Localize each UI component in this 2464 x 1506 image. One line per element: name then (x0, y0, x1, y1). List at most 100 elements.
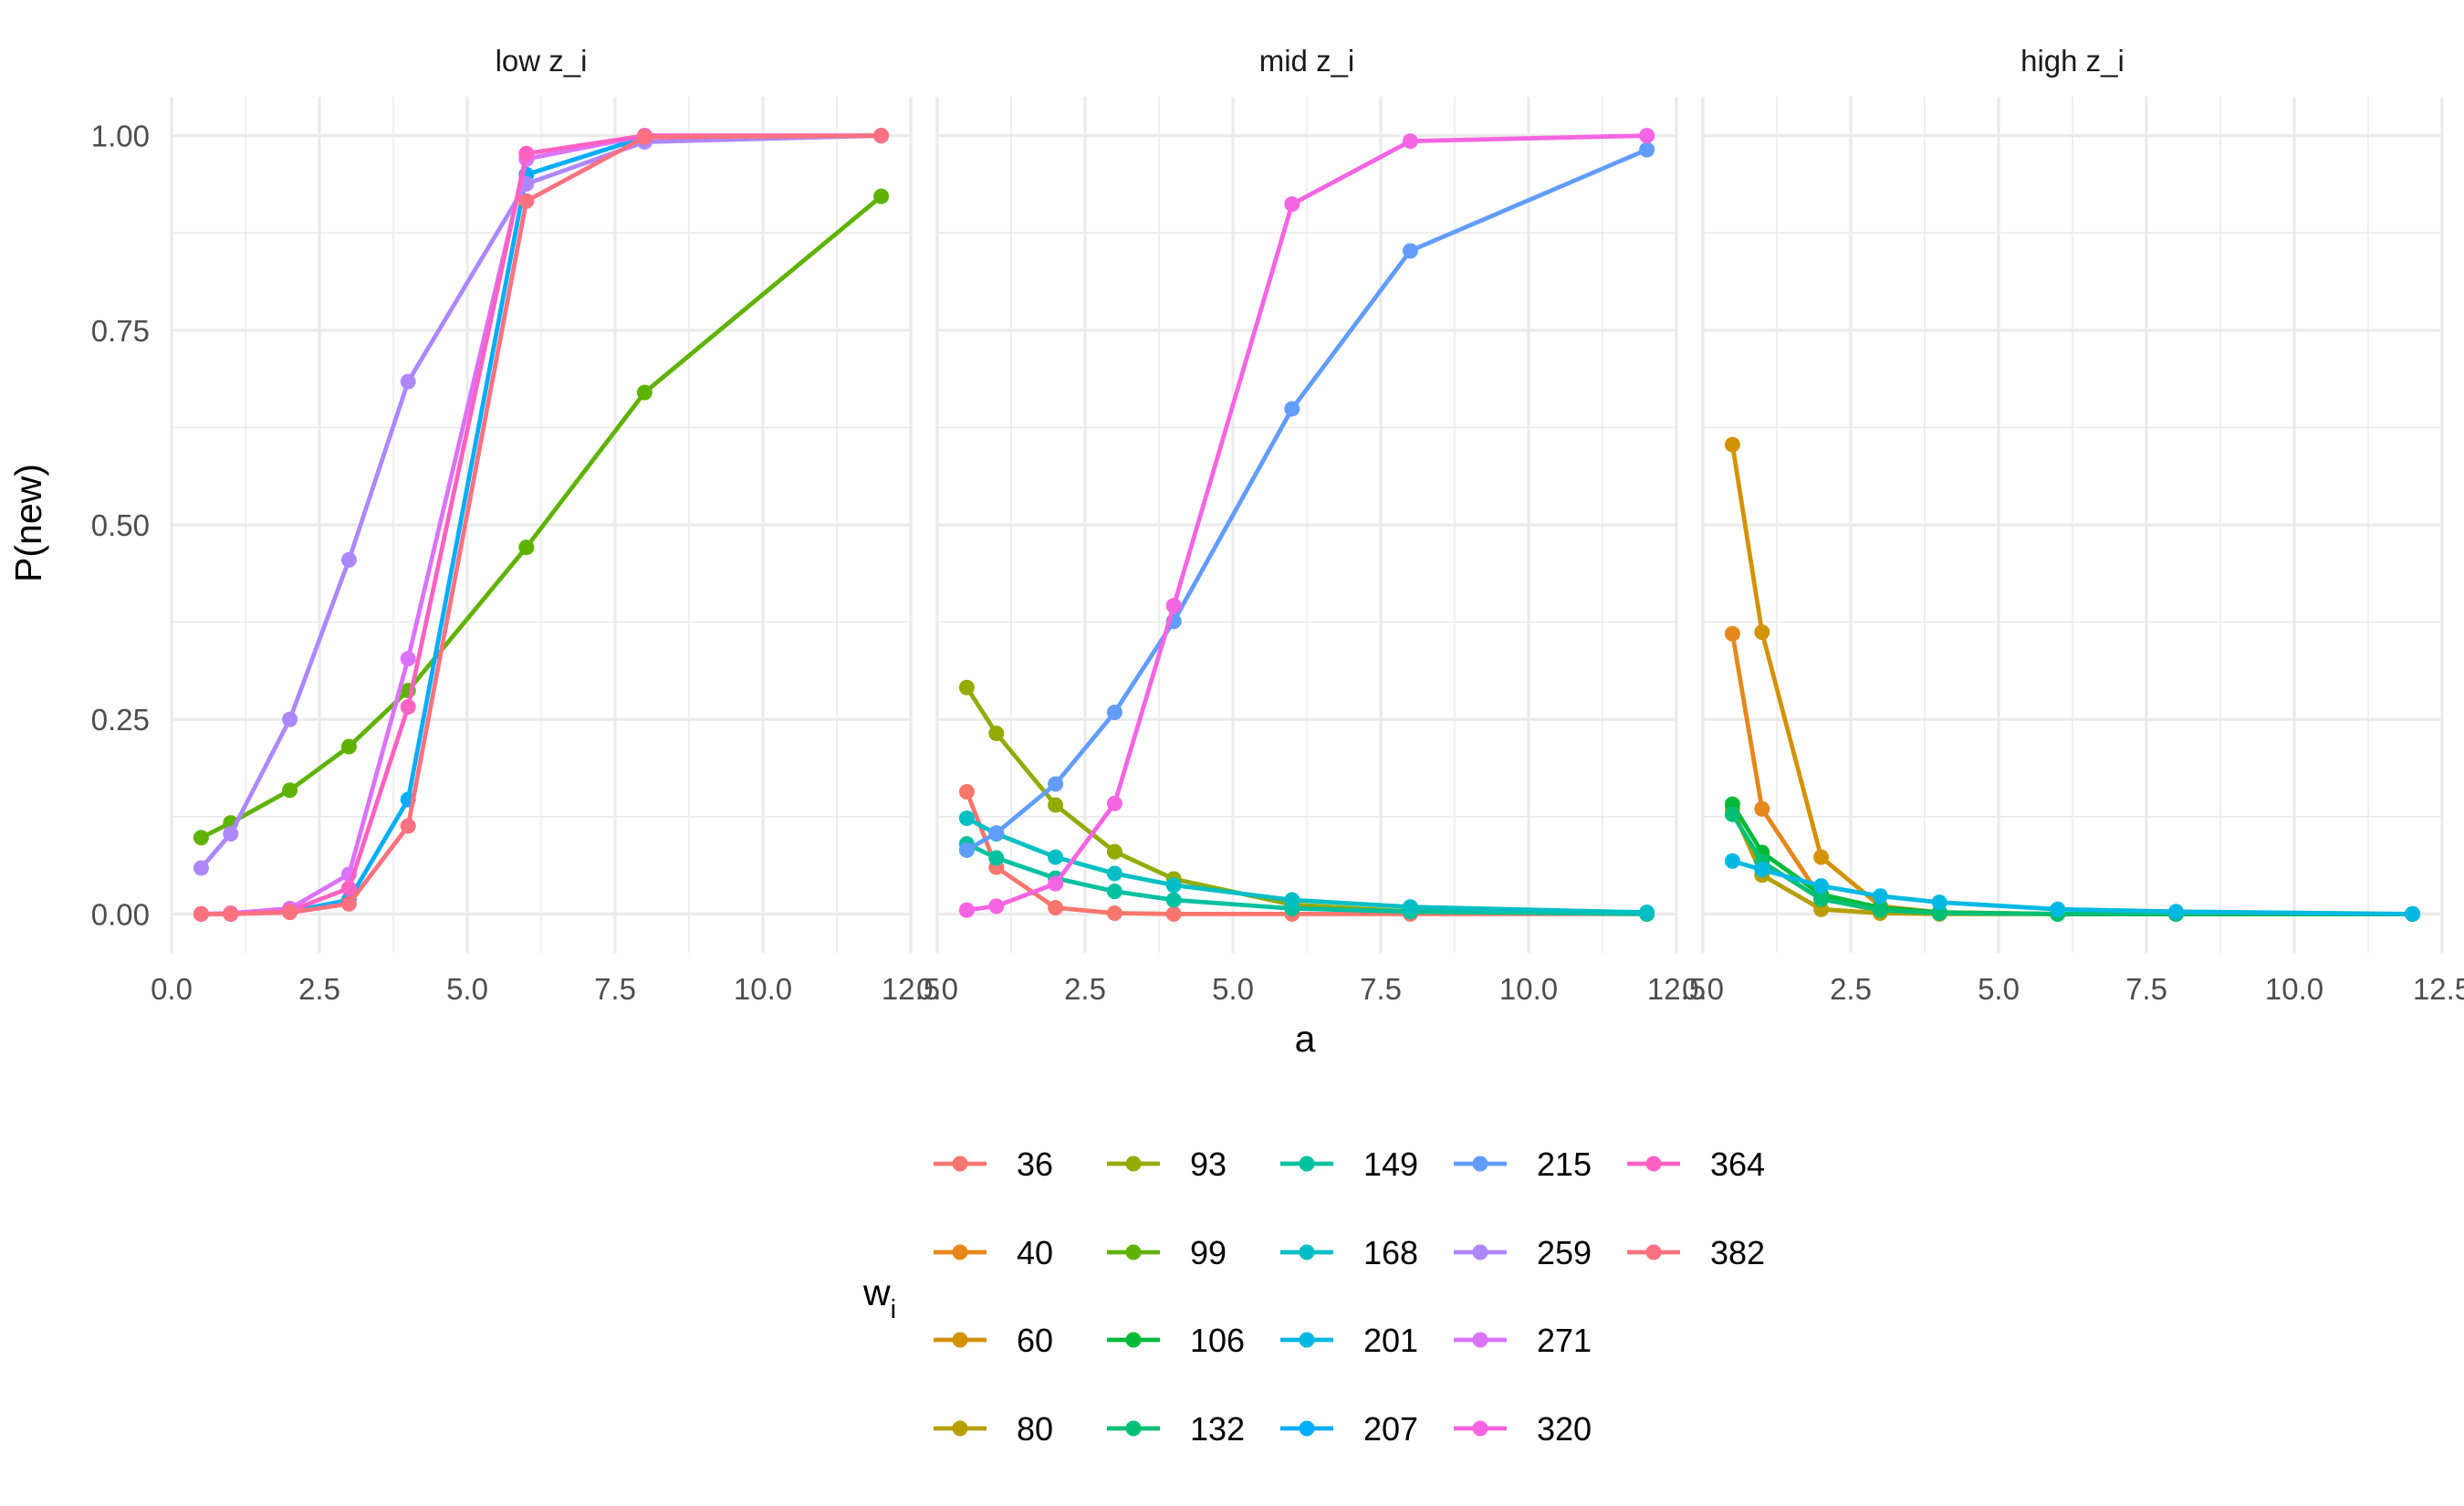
series-line (965, 790, 1647, 916)
data-point (1872, 888, 1888, 905)
x-tick-label: 0.0 (1682, 972, 1724, 1006)
series-201 (1724, 852, 2421, 922)
legend-label: 149 (1363, 1145, 1418, 1183)
legend-label: 40 (1017, 1234, 1053, 1271)
data-point (1402, 133, 1418, 150)
data-point (1284, 401, 1300, 417)
facet-panel: high z_i 0.0 2.5 5.0 7.5 10.0 12.5 (1682, 44, 2464, 1006)
y-axis-title: P(new) (7, 464, 49, 582)
legend-label: 99 (1190, 1234, 1227, 1271)
data-point (1106, 905, 1122, 922)
legend-key-point (1299, 1156, 1315, 1172)
data-point (1931, 894, 1947, 911)
x-tick-label: 5.0 (446, 972, 488, 1006)
data-point (1048, 776, 1064, 792)
legend-title: wi (862, 1271, 896, 1324)
x-tick-label: 10.0 (1499, 972, 1558, 1006)
data-point (1106, 705, 1122, 721)
data-point (1754, 862, 1770, 878)
data-point (1284, 892, 1300, 908)
legend-label: 207 (1363, 1410, 1418, 1448)
x-tick-label: 0.0 (151, 972, 193, 1006)
y-tick-label: 1.00 (91, 120, 150, 153)
series-line (1731, 859, 2413, 916)
legend-item: 149 (1280, 1145, 1418, 1183)
legend-key-point (1299, 1244, 1315, 1260)
legend-label: 320 (1537, 1410, 1592, 1448)
facet-strip-label: high z_i (2020, 44, 2125, 78)
legend-item: 201 (1280, 1322, 1418, 1359)
legend-key-point (952, 1420, 968, 1437)
legend-key-point (1472, 1420, 1488, 1437)
legend-label: 215 (1537, 1145, 1592, 1183)
data-point (1931, 905, 1947, 922)
data-point (1872, 902, 1888, 918)
y-tick-label: 0.50 (91, 508, 150, 542)
data-point (518, 193, 535, 209)
facet-strip-label: mid z_i (1259, 44, 1355, 78)
data-point (1724, 625, 1740, 642)
data-point (1813, 878, 1830, 894)
x-tick-label: 0.0 (916, 972, 958, 1006)
data-point (958, 842, 975, 858)
data-point (1754, 624, 1770, 641)
data-point (1165, 877, 1182, 894)
facet-panel: low z_i 0.0 2.5 5.0 7.5 10.0 12.5 0.00 0.25 0.50 0… (91, 44, 940, 1006)
series-line (966, 842, 1647, 916)
data-point (1754, 800, 1770, 817)
data-point (958, 902, 975, 918)
series-line (1730, 812, 2413, 916)
x-tick-label: 7.5 (1360, 972, 1402, 1006)
legend-item: 364 (1627, 1145, 1765, 1183)
legend-item: 271 (1454, 1322, 1592, 1359)
data-point (1639, 128, 1655, 144)
facet-strip-label: low z_i (496, 44, 588, 78)
y-tick-label: 0.75 (91, 314, 150, 348)
legend-item: 60 (934, 1322, 1053, 1359)
series-line (966, 816, 1647, 915)
legend-key-point (1472, 1332, 1488, 1348)
data-point (1724, 852, 1740, 869)
data-point (518, 539, 535, 556)
data-point (282, 905, 298, 921)
data-point (400, 699, 416, 716)
legend-key-point (952, 1156, 968, 1172)
legend-item: 36 (934, 1145, 1053, 1183)
data-point (193, 905, 209, 922)
legend-label: 132 (1190, 1410, 1245, 1448)
data-point (988, 825, 1005, 842)
legend-item: 320 (1454, 1410, 1592, 1448)
legend-key-point (1125, 1156, 1142, 1172)
data-point (1639, 905, 1655, 921)
legend-label: 80 (1017, 1410, 1053, 1448)
legend-label: 36 (1017, 1145, 1053, 1183)
data-point (1639, 141, 1655, 158)
data-point (636, 384, 653, 401)
data-point (1402, 899, 1418, 915)
data-point (1106, 843, 1122, 860)
legend-key-point (952, 1244, 968, 1260)
legend-label: 93 (1190, 1145, 1227, 1183)
legend-item: 99 (1107, 1234, 1227, 1271)
x-tick-label: 7.5 (2125, 972, 2167, 1006)
legend-label: 259 (1537, 1234, 1592, 1271)
legend-item: 93 (1107, 1145, 1227, 1183)
data-point (400, 818, 416, 834)
data-point (1813, 891, 1830, 907)
legend: 36 40 60 80 93 99 106 132 149 168 201 207 215 259 271 3… (862, 1145, 1765, 1448)
data-point (340, 880, 357, 896)
data-point (1165, 905, 1182, 922)
legend-label: 382 (1710, 1234, 1765, 1271)
legend-item: 80 (934, 1410, 1053, 1448)
data-point (1284, 196, 1300, 213)
data-point (2405, 905, 2421, 922)
y-tick-label: 0.25 (91, 703, 150, 737)
data-point (1165, 598, 1182, 614)
data-point (873, 188, 890, 204)
x-tick-label: 2.5 (1830, 972, 1872, 1006)
data-point (282, 782, 298, 799)
legend-item: 215 (1454, 1145, 1592, 1183)
x-tick-label: 10.0 (2265, 972, 2323, 1006)
facet-panel: mid z_i 0.0 2.5 5.0 7.5 10.0 12.5 (916, 44, 1706, 1006)
